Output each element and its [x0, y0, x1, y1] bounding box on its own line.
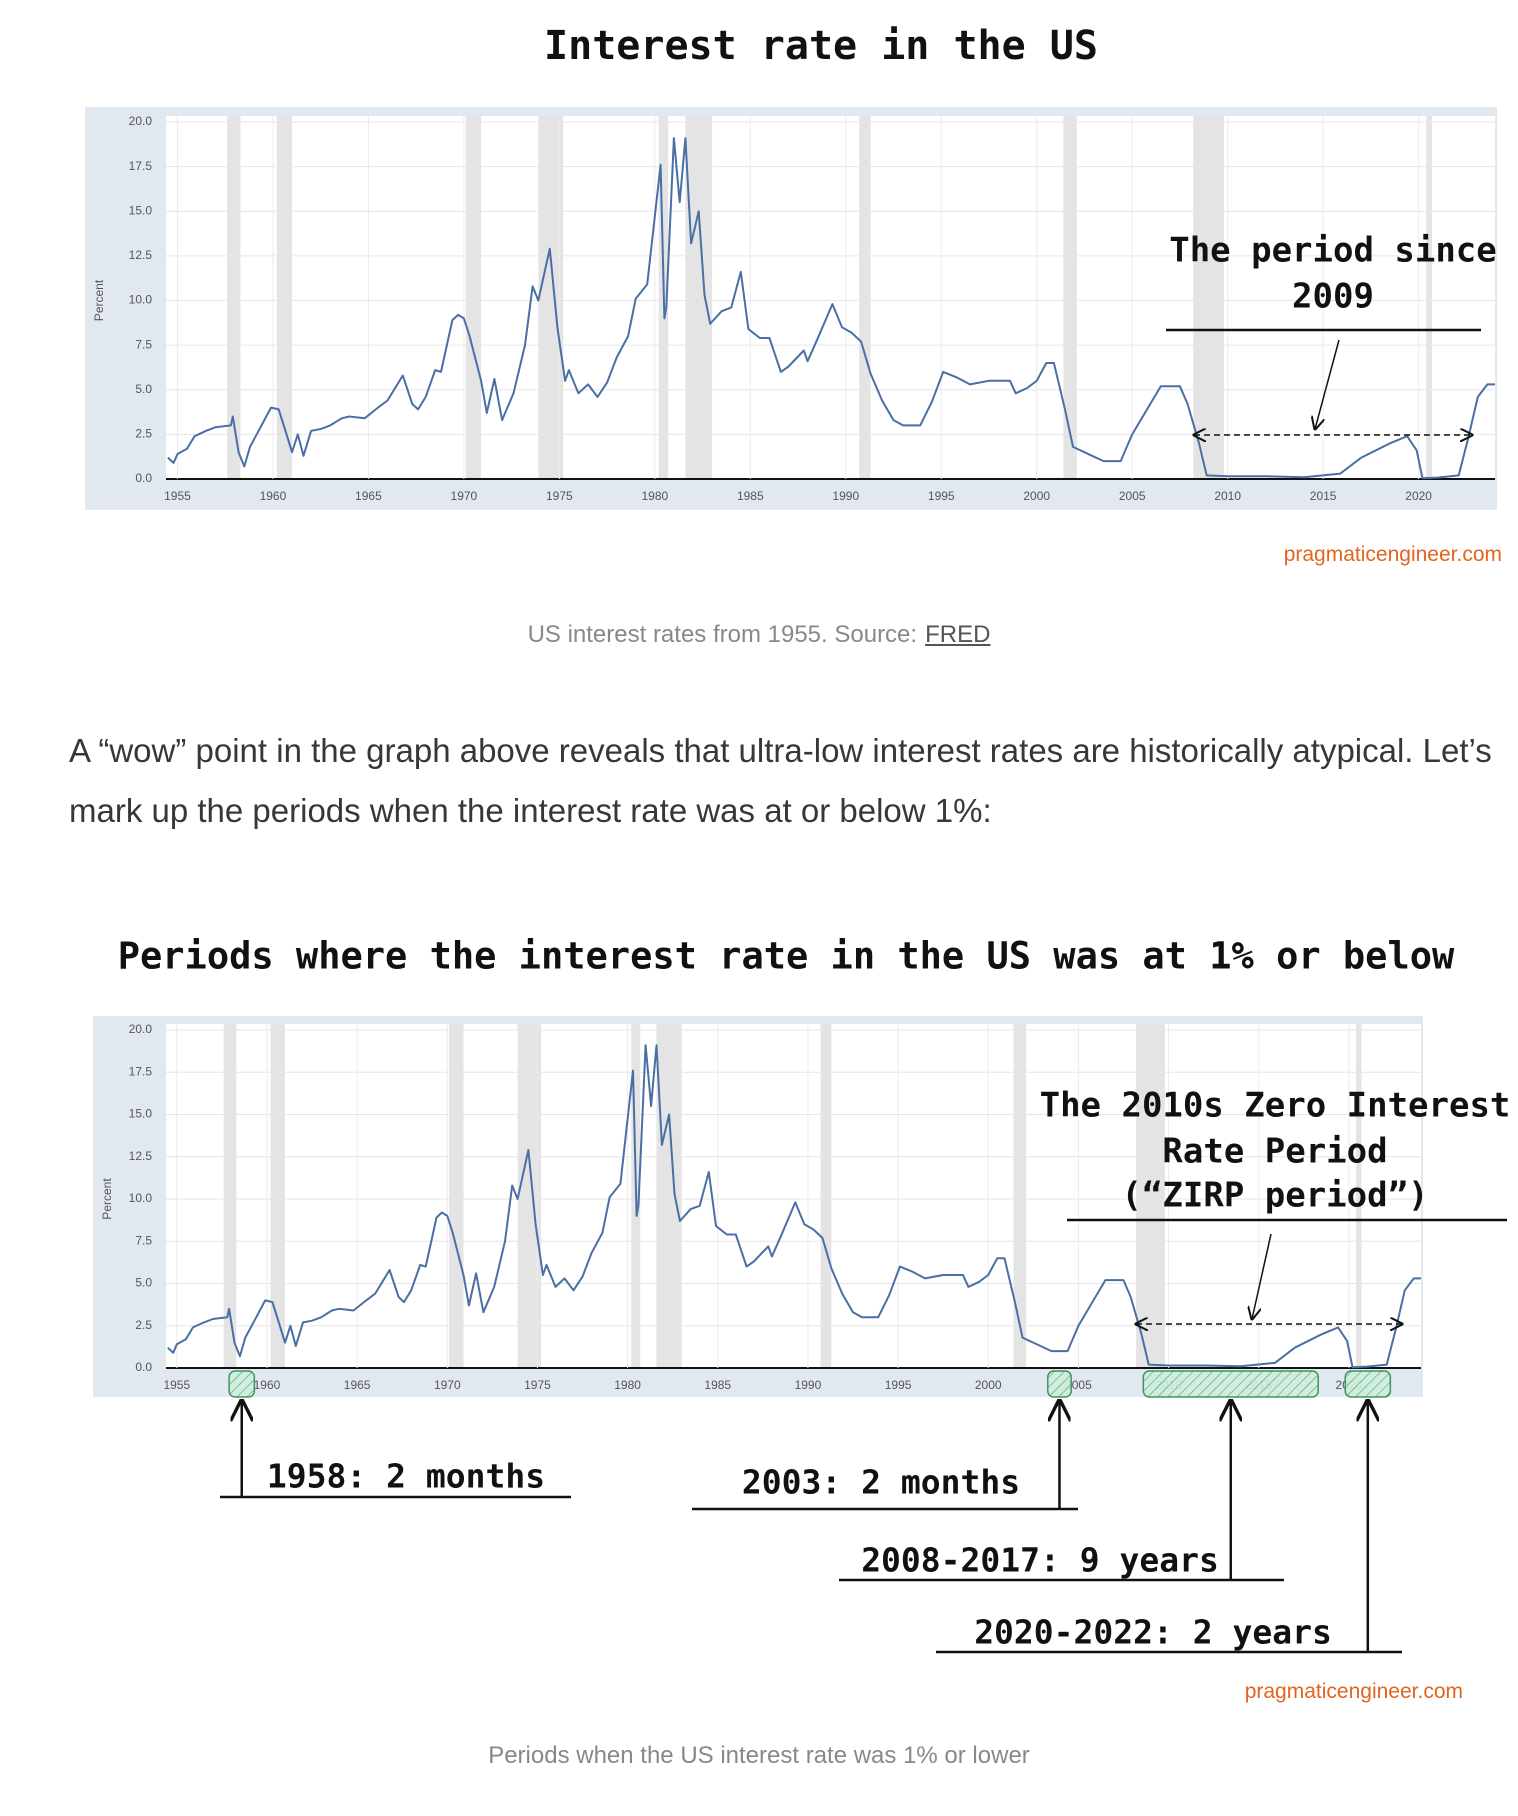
x-tick-label: 2000	[975, 1378, 1002, 1392]
x-tick-label: 1985	[704, 1378, 731, 1392]
x-tick-label: 1990	[832, 489, 859, 503]
watermark: pragmaticengineer.com	[1244, 1680, 1463, 1703]
y-tick-label: 15.0	[129, 1107, 153, 1121]
y-tick-label: 10.0	[129, 293, 153, 307]
recession-band	[1356, 1024, 1362, 1368]
rate-line	[167, 137, 1495, 480]
recession-band	[1013, 1024, 1027, 1368]
y-tick-label: 2.5	[135, 427, 152, 441]
x-tick-label: 1980	[641, 489, 668, 503]
recession-band	[656, 1024, 682, 1368]
rate-line	[167, 1044, 1421, 1369]
x-tick-label: 1995	[885, 1378, 912, 1392]
x-tick-label: 1990	[795, 1378, 822, 1392]
highlight-period	[228, 1370, 256, 1398]
x-tick-label: 2020	[1405, 489, 1432, 503]
y-tick-label: 17.5	[129, 1064, 153, 1078]
x-tick-label: 2010	[1214, 489, 1241, 503]
chart-title: Interest rate in the US	[544, 23, 1098, 69]
watermark: pragmaticengineer.com	[1283, 543, 1502, 566]
recession-band	[1426, 116, 1432, 479]
recession-band	[449, 1024, 464, 1368]
recession-band	[465, 116, 482, 479]
annotation: The 2010s Zero Interest	[1040, 1086, 1511, 1126]
y-tick-label: 0.0	[135, 471, 152, 485]
x-tick-label: 1955	[163, 1378, 190, 1392]
period-label: 2008-2017: 9 years	[861, 1541, 1219, 1580]
recession-band	[820, 1024, 832, 1368]
y-tick-label: 17.5	[129, 159, 153, 173]
x-tick-label: 1960	[260, 489, 287, 503]
x-tick-label: 2000	[1023, 489, 1050, 503]
y-axis-label: Percent	[100, 1178, 114, 1220]
recession-band	[1136, 1024, 1165, 1368]
x-tick-label: 2015	[1310, 489, 1337, 503]
recession-band	[517, 1024, 542, 1368]
x-tick-label: 1955	[164, 489, 191, 503]
y-tick-label: 7.5	[135, 1233, 152, 1247]
y-tick-label: 2.5	[135, 1318, 152, 1332]
annotation-arrow	[1315, 339, 1340, 429]
y-axis-label: Percent	[92, 279, 106, 321]
plot-area	[166, 116, 1495, 479]
plot-area	[166, 1024, 1421, 1368]
y-tick-label: 0.0	[135, 1360, 152, 1374]
caption: US interest rates from 1955. Source: FRED	[0, 621, 1518, 649]
x-tick-label: 1980	[614, 1378, 641, 1392]
x-tick-label: 1975	[546, 489, 573, 503]
recession-band	[1063, 116, 1077, 479]
recession-band	[1193, 116, 1224, 479]
x-tick-label: 1965	[355, 489, 382, 503]
x-tick-label: 2005	[1119, 489, 1146, 503]
y-tick-label: 5.0	[135, 1276, 152, 1290]
paragraph: A “wow” point in the graph above reveals…	[69, 732, 1492, 829]
period-label: 2003: 2 months	[742, 1463, 1020, 1502]
annotation: 2009	[1292, 277, 1374, 317]
highlight-period	[1344, 1370, 1392, 1398]
y-tick-label: 20.0	[129, 1022, 153, 1036]
y-tick-label: 12.5	[129, 1149, 153, 1163]
recession-band	[859, 116, 871, 479]
annotation: The period since	[1169, 231, 1497, 271]
recession-band	[276, 116, 293, 479]
y-tick-label: 5.0	[135, 382, 152, 396]
annotation: Rate Period	[1162, 1132, 1387, 1172]
y-tick-label: 20.0	[129, 114, 153, 128]
period-label: 2020-2022: 2 years	[974, 1613, 1332, 1652]
caption: Periods when the US interest rate was 1%…	[488, 1742, 1030, 1769]
x-tick-label: 1975	[524, 1378, 551, 1392]
y-tick-label: 12.5	[129, 248, 153, 262]
recession-band	[227, 116, 241, 479]
x-tick-label: 1995	[928, 489, 955, 503]
source-link[interactable]: FRED	[925, 621, 991, 648]
x-tick-label: 1970	[451, 489, 478, 503]
highlight-period	[1046, 1370, 1072, 1398]
x-tick-label: 1965	[344, 1378, 371, 1392]
recession-band	[270, 1024, 286, 1368]
y-tick-label: 15.0	[129, 203, 153, 217]
annotation-arrow	[1252, 1233, 1272, 1319]
period-label: 1958: 2 months	[267, 1457, 545, 1496]
x-tick-label: 1970	[434, 1378, 461, 1392]
recession-band	[223, 1024, 237, 1368]
highlight-period	[1142, 1370, 1319, 1398]
x-tick-label: 1960	[254, 1378, 281, 1392]
annotation: (“ZIRP period”)	[1121, 1176, 1428, 1216]
chart-title: Periods where the interest rate in the U…	[118, 935, 1455, 978]
recession-band	[685, 116, 713, 479]
y-tick-label: 10.0	[129, 1191, 153, 1205]
caption-text: US interest rates from 1955. Source:	[527, 621, 918, 648]
y-tick-label: 7.5	[135, 337, 152, 351]
x-tick-label: 1985	[737, 489, 764, 503]
